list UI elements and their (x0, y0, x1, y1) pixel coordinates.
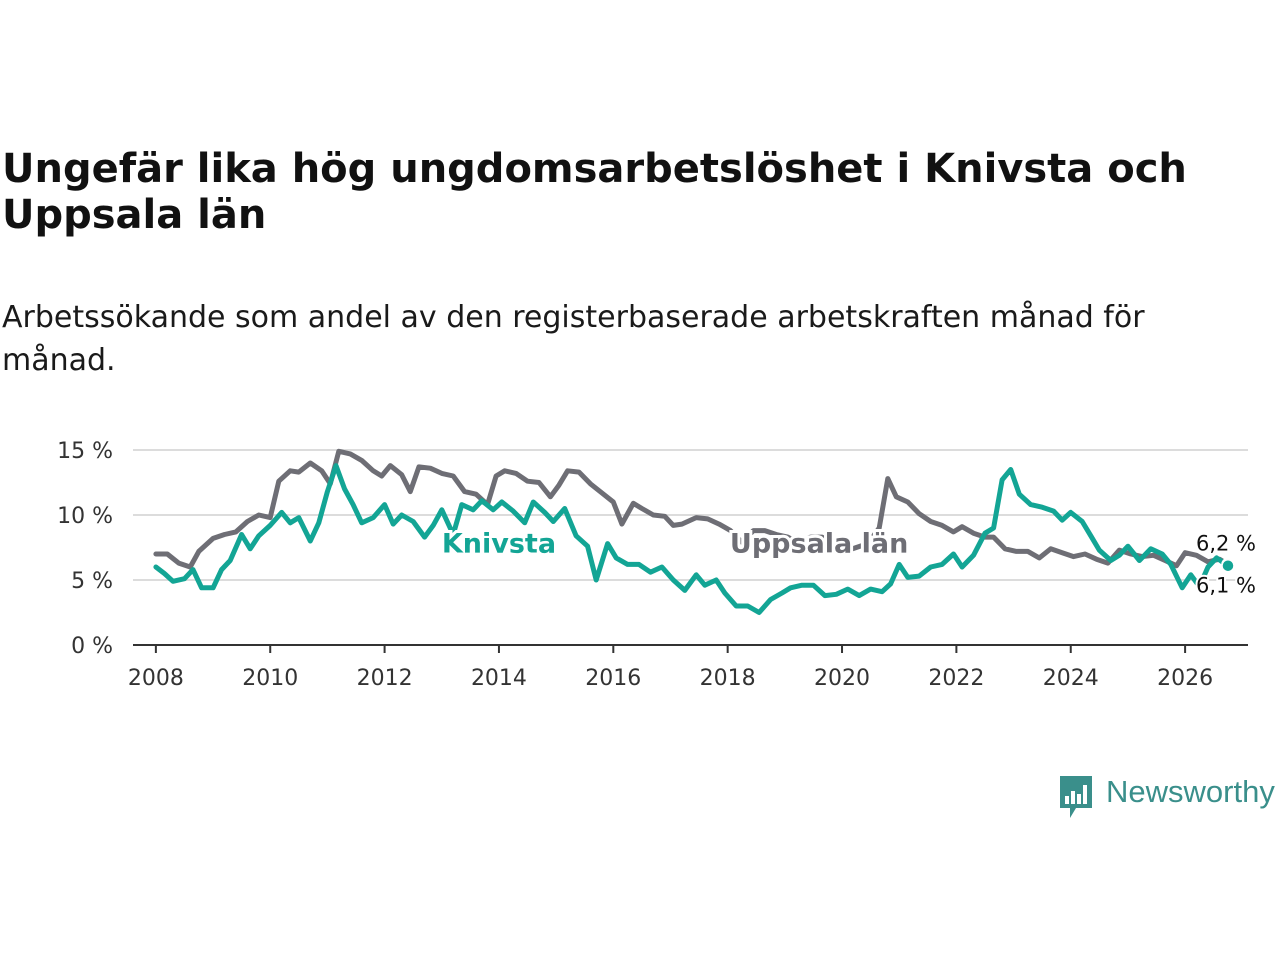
series-end-label: 6,1 % (1196, 574, 1256, 598)
x-tick-label: 2024 (1043, 666, 1099, 691)
series-end-point (1221, 558, 1235, 573)
x-tick-label: 2016 (585, 666, 641, 691)
y-tick-label: 5 % (71, 569, 113, 594)
newsworthy-logo-text: Newsworthy (1106, 774, 1275, 809)
series-end-label: 6,2 % (1196, 531, 1256, 555)
x-tick-label: 2026 (1157, 666, 1213, 691)
chart-subtitle: Arbetssökande som andel av den registerb… (2, 300, 1145, 378)
newsworthy-logo-icon (1060, 776, 1092, 818)
x-tick-label: 2012 (357, 666, 413, 691)
x-tick-label: 2020 (814, 666, 870, 691)
series-line-uppsala-län (153, 448, 1231, 570)
newsworthy-logo: Newsworthy (1058, 772, 1280, 820)
x-tick-label: 2022 (928, 666, 984, 691)
x-tick-label: 2018 (700, 666, 756, 691)
chart-title: Ungefär lika hög ungdomsarbetslöshet i K… (2, 146, 1187, 238)
y-tick-label: 0 % (71, 634, 113, 659)
y-tick-label: 10 % (57, 504, 113, 529)
series-line-knivsta (153, 463, 1231, 615)
series-annotation-label: Uppsala län (730, 528, 908, 559)
x-tick-label: 2008 (128, 666, 184, 691)
x-tick-label: 2010 (242, 666, 298, 691)
x-tick-label: 2014 (471, 666, 527, 691)
series-annotation-label: Knivsta (442, 528, 556, 559)
y-tick-label: 15 % (57, 439, 113, 464)
line-chart: 0 % 5 % 10 % 15 % 2008 2010 2012 2014 2016 2018 20… (57, 439, 1258, 691)
